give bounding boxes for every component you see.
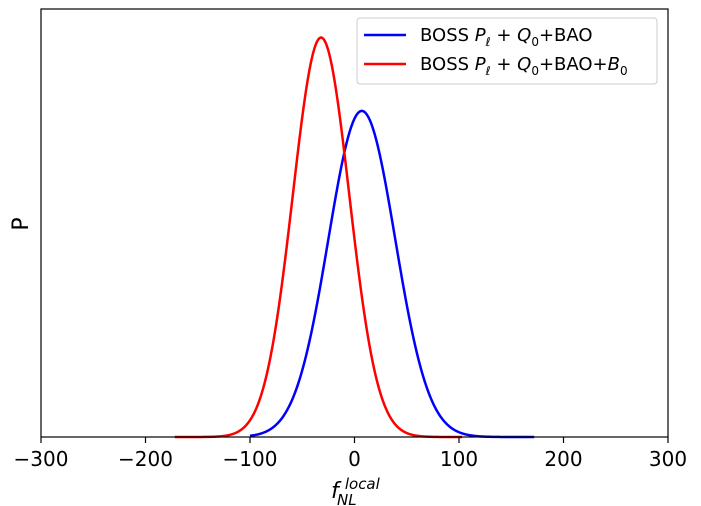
legend-entry-0: BOSS Pℓ + Q0+BAO: [420, 25, 593, 49]
x-tick-label: 0: [348, 447, 361, 471]
legend-entry-1: BOSS Pℓ + Q0+BAO+B0: [420, 54, 628, 78]
x-tick-label: −300: [14, 447, 69, 471]
legend: BOSS Pℓ + Q0+BAO BOSS Pℓ + Q0+BAO+B0: [356, 17, 658, 85]
x-axis-label-sup: local: [345, 475, 381, 493]
x-tick-label: 300: [649, 447, 687, 471]
x-tick-label: −100: [223, 447, 278, 471]
x-axis: −300 −200 −100 0 100 200 300: [14, 437, 687, 471]
legend-box: [356, 17, 658, 85]
series-line-1: [174, 36, 463, 439]
x-tick-label: 200: [544, 447, 582, 471]
x-axis-label-sub: NL: [337, 491, 357, 506]
y-axis-label: P: [9, 217, 34, 230]
x-axis-label: f local NL: [331, 474, 385, 506]
x-tick-label: 100: [440, 447, 478, 471]
x-tick-label: −200: [118, 447, 173, 471]
x-axis-label-main: f: [331, 479, 342, 504]
